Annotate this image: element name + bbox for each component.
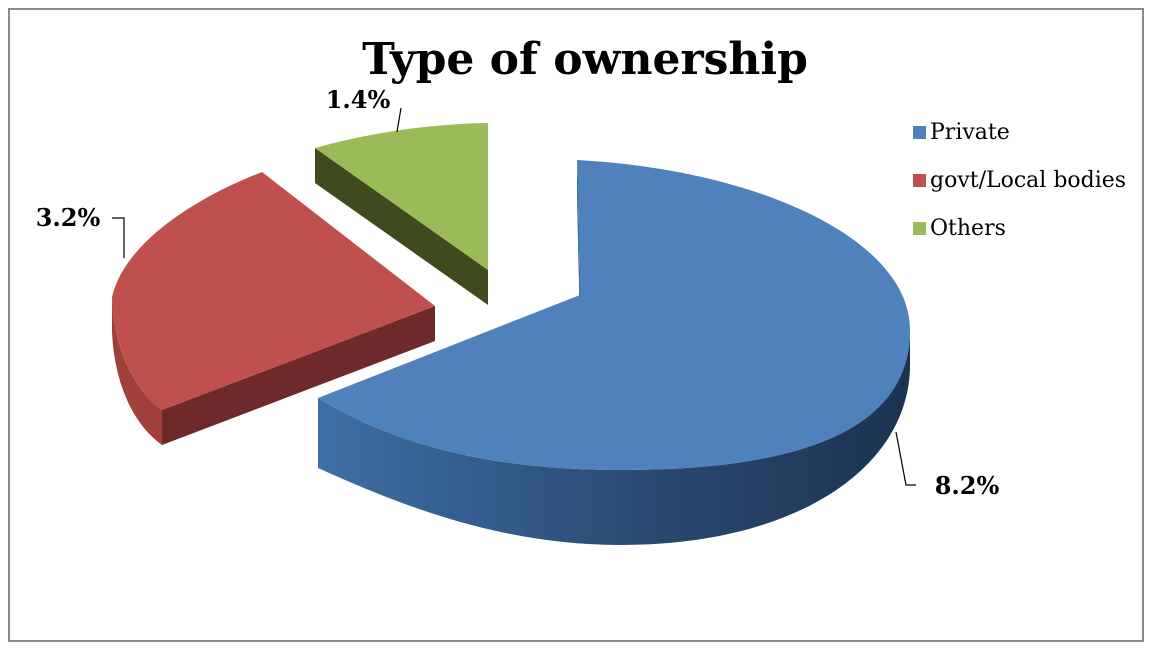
pie-slice-others-top [315, 123, 488, 270]
pie-slice-govt-outer-side [112, 297, 162, 445]
pie-slice-others-side [315, 148, 488, 305]
legend-swatch-others [913, 221, 926, 235]
legend-swatch-govt [913, 173, 926, 187]
data-label-private: 8.2% [935, 471, 1000, 500]
legend-item-govt: govt/Local bodies [913, 156, 1126, 204]
legend-item-others: Others [913, 204, 1126, 252]
pie-slice-private [318, 160, 910, 545]
legend-swatch-private [913, 125, 926, 139]
leader-line-others [396, 107, 402, 133]
legend-item-private: Private [913, 108, 1126, 156]
chart-title: Type of ownership [362, 34, 808, 85]
pie-slice-others [315, 123, 488, 305]
pie-slice-govt-cut-side [162, 306, 435, 445]
leader-line-govt [112, 217, 125, 258]
data-label-others: 1.4% [326, 85, 391, 114]
pie-slice-govt [112, 172, 435, 445]
pie-slice-govt-top [112, 172, 435, 410]
legend-label-private: Private [930, 119, 1010, 145]
pie-slice-private-outer-side [318, 330, 910, 545]
data-label-govt: 3.2% [36, 203, 101, 232]
pie-slice-private-top [318, 160, 910, 470]
legend-label-others: Others [930, 215, 1006, 241]
pie-slice-private-cut-side [577, 160, 580, 330]
chart-legend: Private govt/Local bodies Others [913, 108, 1126, 252]
legend-label-govt: govt/Local bodies [930, 167, 1127, 193]
leader-line-private [895, 431, 916, 486]
